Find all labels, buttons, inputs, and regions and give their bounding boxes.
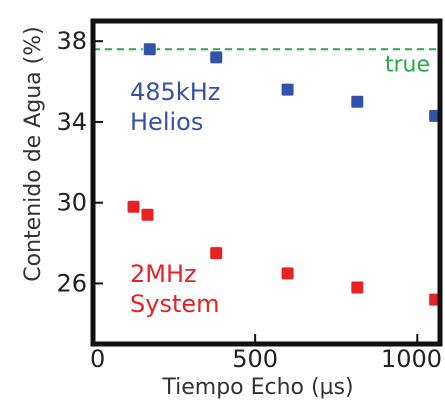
data-point-series-2-4 [281, 267, 294, 280]
data-point-series-1-4 [351, 95, 364, 108]
y-tick-label: 38 [56, 27, 87, 55]
data-point-series-1-2 [210, 51, 223, 64]
y-axis-title: Contenido de Agua (%) [21, 26, 46, 281]
data-point-series-1-3 [281, 83, 294, 96]
y-tick-label: 26 [56, 269, 87, 297]
data-point-series-2-1 [127, 200, 140, 213]
data-point-series-2-5 [351, 281, 364, 294]
series-label-line: 2MHz [130, 260, 197, 288]
series-label-line: 485kHz [130, 78, 220, 106]
y-tick-label: 34 [56, 108, 87, 136]
x-tick-label: 0 [90, 345, 105, 373]
x-axis-title: Tiempo Echo (µs) [161, 375, 353, 400]
series-label-line: System [130, 290, 220, 318]
data-point-series-1-1 [143, 43, 156, 56]
x-tick-label: 1000 [381, 345, 442, 373]
reference-line-label: true [385, 52, 430, 77]
series-label-line: Helios [130, 108, 203, 136]
data-point-series-2-2 [141, 208, 154, 221]
y-tick-label: 30 [56, 189, 87, 217]
x-tick-label: 500 [232, 345, 278, 373]
data-point-series-2-3 [210, 247, 223, 260]
